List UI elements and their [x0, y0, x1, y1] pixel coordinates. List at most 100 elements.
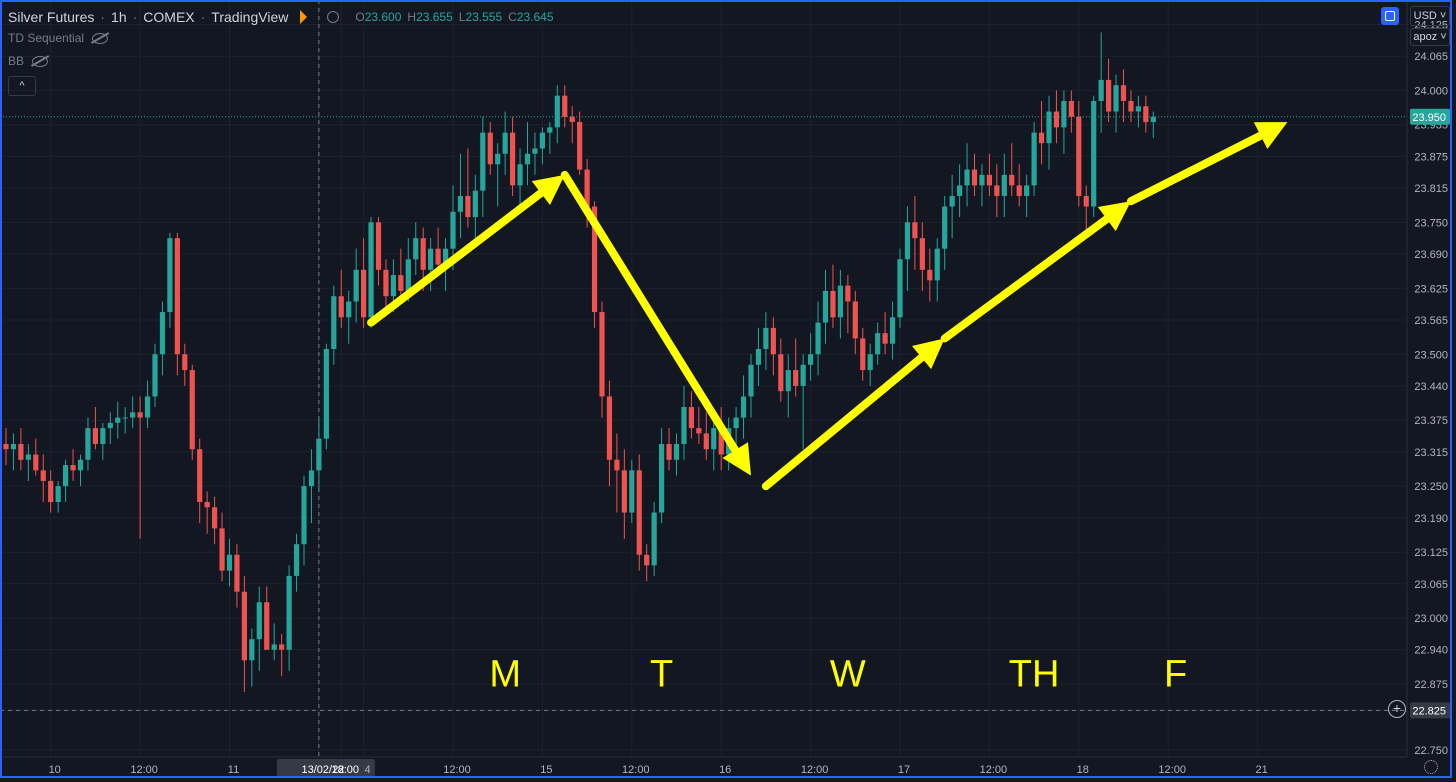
exchange: COMEX	[143, 9, 195, 25]
crosshair-price-tag	[1410, 702, 1450, 719]
day-labels: M T W TH F	[489, 654, 1187, 696]
eye-hidden-icon[interactable]	[32, 55, 49, 67]
annotation-arrows	[367, 122, 1288, 491]
time-tick-label: 12:00	[443, 764, 471, 776]
open-value: 23.600	[364, 10, 402, 24]
candle-body	[480, 132, 486, 191]
add-alert-icon[interactable]: +	[1388, 700, 1406, 718]
candle-body	[85, 428, 91, 460]
candle-body	[793, 370, 799, 386]
price-tick-label: 24.065	[1414, 51, 1448, 63]
day-label: TH	[1009, 654, 1060, 696]
candle-body	[1135, 106, 1141, 112]
close-value: 23.645	[516, 10, 554, 24]
candle-body	[293, 544, 300, 576]
candle-body	[644, 554, 650, 566]
candle-body	[621, 470, 627, 513]
eye-hidden-icon[interactable]	[92, 32, 109, 44]
candle-body	[130, 412, 136, 418]
candle-body	[301, 486, 307, 545]
candle-body	[651, 512, 657, 566]
price-tick-label: 22.875	[1414, 679, 1448, 691]
currency-selector[interactable]: USD ˅	[1410, 6, 1450, 26]
candle-body	[919, 238, 925, 270]
candle-body	[442, 248, 449, 265]
candle-body	[1120, 85, 1127, 101]
candle-body	[368, 222, 374, 318]
candle-body	[25, 454, 31, 460]
screenshot-icon[interactable]	[1381, 7, 1399, 25]
candle-body	[55, 486, 61, 502]
annotation-arrow-head	[722, 442, 751, 476]
candle-body	[70, 465, 76, 471]
candle-body	[226, 554, 233, 571]
user-selector[interactable]: apoz ˅	[1410, 28, 1450, 46]
candle-body	[867, 354, 873, 371]
symbol-name[interactable]: Silver Futures	[8, 9, 95, 25]
candle-body	[532, 148, 538, 154]
candle-body	[189, 370, 195, 450]
candle-body	[256, 602, 262, 640]
collapse-indicators-button[interactable]: ^	[8, 76, 36, 96]
candlesticks	[3, 32, 1156, 692]
candle-body	[234, 554, 240, 592]
time-tick-label: 12:00	[980, 764, 1008, 776]
price-tick-label: 23.000	[1414, 613, 1448, 625]
candle-body	[77, 459, 84, 471]
time-tick-label: 11	[228, 764, 239, 776]
candle-body	[688, 407, 694, 429]
market-status-icon[interactable]	[327, 11, 340, 23]
candle-body	[897, 259, 903, 318]
price-axis-bg	[1407, 0, 1456, 756]
candle-body	[696, 428, 702, 434]
candle-body	[495, 153, 501, 165]
candle-body	[308, 470, 315, 487]
candle-body	[465, 195, 471, 218]
candle-body	[808, 354, 814, 365]
candle-body	[122, 417, 128, 419]
platform: TradingView	[211, 9, 289, 25]
candle-body	[3, 443, 9, 450]
candle-body	[875, 333, 881, 355]
candle-body	[1083, 195, 1089, 207]
candle-body	[860, 338, 866, 371]
candle-body	[517, 164, 523, 186]
candle-body	[338, 296, 344, 318]
flag-icon	[300, 10, 308, 24]
annotation-arrow-shaft	[1126, 131, 1265, 206]
last-price-label: 23.950	[1412, 112, 1446, 124]
candle-body	[614, 459, 620, 471]
candle-body	[204, 502, 210, 508]
candle-body	[1143, 106, 1149, 123]
candle-body	[487, 132, 493, 165]
indicator-td-sequential[interactable]: TD Sequential	[8, 31, 109, 45]
gear-icon[interactable]	[1424, 760, 1438, 774]
candle-body	[1061, 100, 1067, 128]
candle-body	[673, 443, 680, 460]
candle-body	[815, 322, 821, 355]
candle-body	[353, 269, 359, 302]
candle-body	[569, 116, 575, 123]
price-tick-label: 23.375	[1414, 415, 1448, 427]
candle-body	[733, 417, 739, 429]
candle-body	[584, 169, 590, 207]
ohlc-values: O23.600 H23.655 L23.555 C23.645	[355, 10, 554, 24]
candle-body	[636, 470, 642, 555]
candle-body	[1106, 79, 1112, 112]
candle-body	[219, 528, 225, 571]
candle-body	[524, 153, 531, 165]
candle-body	[1046, 111, 1052, 144]
candle-body	[748, 364, 754, 397]
indicator-bb[interactable]: BB	[8, 54, 49, 68]
interval[interactable]: 1h	[111, 9, 127, 25]
annotation-arrow-head	[1253, 122, 1288, 150]
candle-body	[785, 370, 791, 392]
candle-body	[450, 211, 456, 249]
candle-body	[241, 591, 247, 661]
annotation-arrow-shaft	[761, 353, 926, 491]
candle-body	[264, 602, 270, 650]
candle-body	[763, 327, 769, 349]
candle-body	[703, 433, 709, 450]
